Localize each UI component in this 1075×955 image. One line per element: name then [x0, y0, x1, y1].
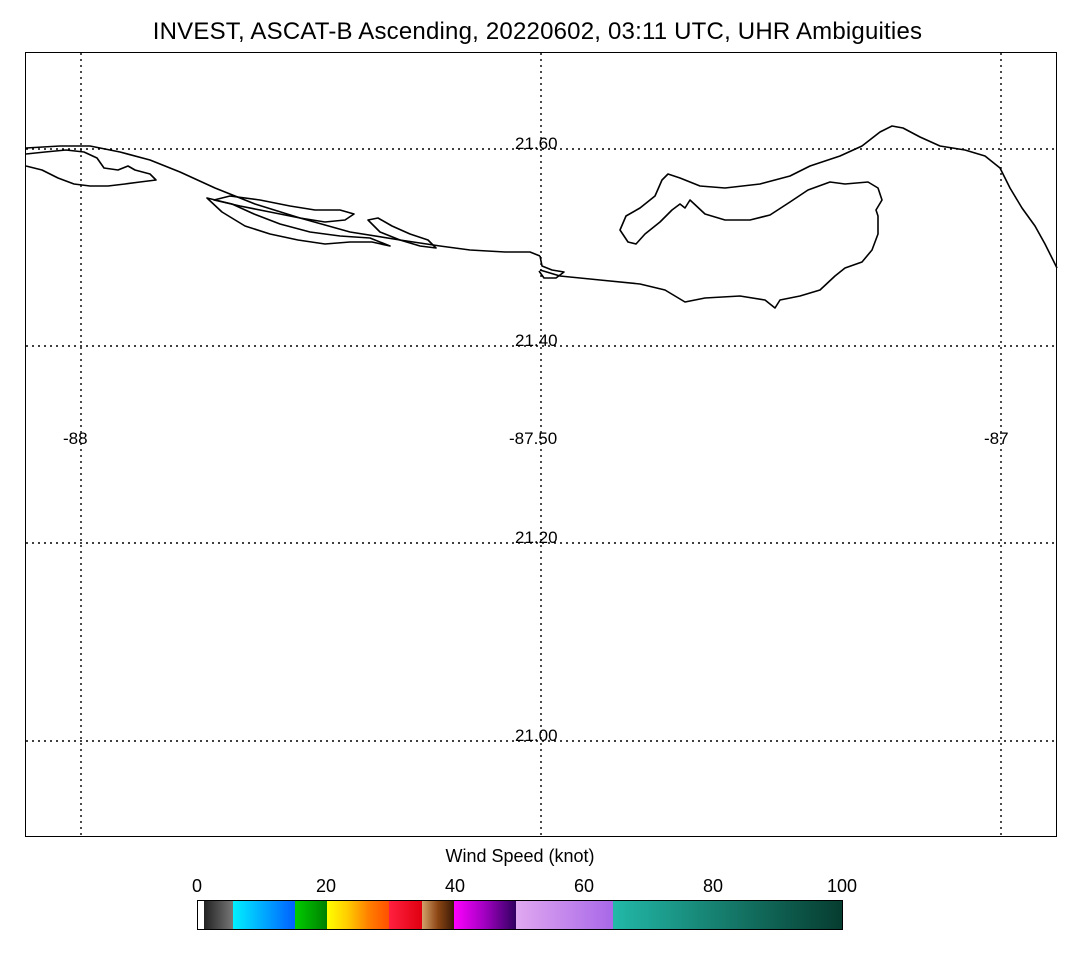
graticule — [26, 53, 1056, 836]
colorbar-tick-20: 20 — [315, 876, 337, 896]
lagoon-central — [206, 197, 391, 247]
colorbar-seg-yellow-orange — [327, 901, 389, 929]
lagoon-west — [25, 149, 157, 187]
lat-label-21-60: 21.60 — [515, 134, 558, 153]
colorbar — [197, 900, 843, 930]
colorbar-tick-60: 60 — [573, 876, 595, 896]
colorbar-tick-100: 100 — [826, 876, 858, 896]
colorbar-title: Wind Speed (knot) — [445, 846, 595, 866]
chart-title: INVEST, ASCAT-B Ascending, 20220602, 03:… — [152, 18, 923, 45]
colorbar-seg-purple — [454, 901, 516, 929]
colorbar-tick-40: 40 — [444, 876, 466, 896]
colorbar-seg-brown — [422, 901, 454, 929]
lat-label-21-20: 21.20 — [515, 528, 558, 547]
lagoon-central-upper — [213, 195, 355, 223]
lat-label-21-00: 21.00 — [515, 726, 558, 745]
coastline — [25, 125, 1058, 309]
lat-label-21-40: 21.40 — [515, 331, 558, 350]
lon-label-87-50: -87.50 — [509, 429, 558, 448]
lon-label-88: -88 — [63, 429, 88, 448]
colorbar-seg-white — [198, 901, 204, 929]
coastline-main — [25, 125, 1058, 309]
lagoon-central-east — [367, 217, 437, 249]
colorbar-seg-teal — [613, 901, 842, 929]
lon-label-87: -87 — [984, 429, 1009, 448]
colorbar-seg-lavender — [516, 901, 613, 929]
coastline-inlet — [538, 255, 565, 279]
colorbar-seg-green — [295, 901, 327, 929]
colorbar-seg-red — [389, 901, 422, 929]
colorbar-seg-gray — [204, 901, 233, 929]
colorbar-seg-blue — [233, 901, 295, 929]
colorbar-tick-80: 80 — [702, 876, 724, 896]
colorbar-tick-0: 0 — [191, 876, 203, 896]
